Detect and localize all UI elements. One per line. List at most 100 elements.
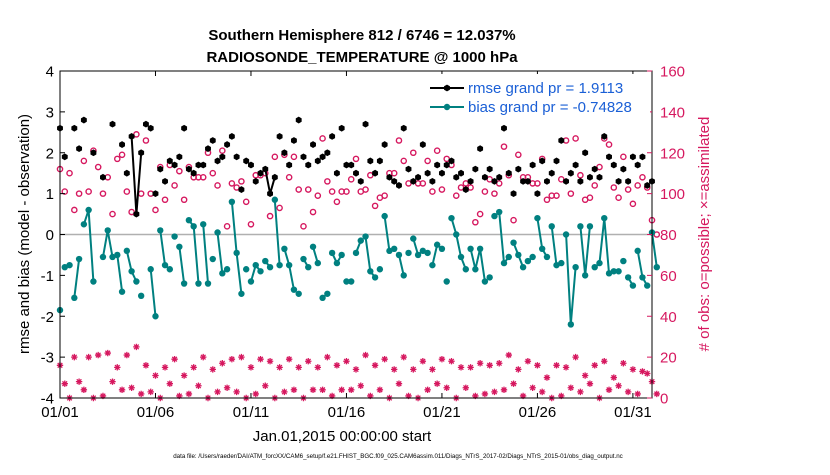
rmse-marker xyxy=(224,141,231,148)
obs-assimilated-marker xyxy=(519,392,527,400)
bias-marker xyxy=(300,255,307,263)
obs-possible-marker xyxy=(276,204,283,212)
rmse-marker xyxy=(61,153,68,161)
rmse-marker xyxy=(644,182,651,189)
rmse-marker xyxy=(290,137,297,144)
rmse-marker xyxy=(138,149,145,157)
obs-possible-marker xyxy=(71,206,78,214)
obs-possible-marker xyxy=(557,176,565,183)
rmse-marker xyxy=(539,157,546,165)
obs-possible-marker xyxy=(128,208,135,216)
legend-swatch-marker xyxy=(444,84,450,92)
obs-assimilated-marker xyxy=(223,384,231,391)
bias-marker xyxy=(309,243,317,250)
legend-label-rmse: rmse grand pr = 1.9113 xyxy=(468,80,623,97)
obs-assimilated-marker xyxy=(620,360,627,367)
rmse-marker xyxy=(510,190,517,198)
rmse-marker xyxy=(267,190,274,198)
rmse-marker xyxy=(181,124,188,132)
obs-assimilated-marker xyxy=(433,380,441,387)
rmse-marker xyxy=(548,169,555,177)
x-tick-label: 01/26 xyxy=(519,404,557,421)
rmse-marker xyxy=(419,141,426,148)
obs-assimilated-marker xyxy=(562,364,570,371)
obs-possible-marker xyxy=(419,180,427,187)
bias-marker xyxy=(262,257,269,265)
obs-possible-marker xyxy=(247,220,255,228)
obs-possible-marker xyxy=(409,149,417,157)
bias-marker xyxy=(247,278,255,285)
rmse-marker xyxy=(534,190,541,198)
obs-possible-marker xyxy=(118,151,126,159)
rmse-marker xyxy=(610,161,617,169)
bias-marker xyxy=(496,208,503,216)
obs-possible-marker xyxy=(333,198,341,206)
obs-possible-marker xyxy=(433,147,441,155)
rmse-marker xyxy=(396,182,402,189)
bias-marker xyxy=(90,278,97,285)
bias-marker xyxy=(157,227,164,234)
y-tick-label-left: 0 xyxy=(46,227,54,244)
obs-possible-marker xyxy=(347,176,355,183)
rmse-marker xyxy=(386,173,393,181)
rmse-marker xyxy=(162,177,168,185)
rmse-marker xyxy=(147,124,154,132)
obs-possible-marker xyxy=(572,135,579,142)
rmse-marker xyxy=(257,169,264,177)
bias-marker xyxy=(185,216,193,224)
obs-possible-marker xyxy=(304,186,312,193)
rmse-marker xyxy=(209,137,216,144)
bias-marker xyxy=(276,261,283,269)
rmse-marker xyxy=(76,145,83,153)
y-tick-label-left: -2 xyxy=(41,309,54,326)
legend-label-bias: bias grand pr = -0.74828 xyxy=(468,99,632,116)
obs-possible-marker xyxy=(495,180,503,187)
rmse-marker xyxy=(601,133,608,140)
rmse-marker xyxy=(252,177,259,185)
rmse-marker xyxy=(629,153,636,161)
obs-assimilated-marker xyxy=(228,355,236,363)
obs-assimilated-marker xyxy=(515,366,522,373)
rmse-marker xyxy=(305,161,312,169)
obs-assimilated-marker xyxy=(500,386,508,394)
obs-possible-marker xyxy=(476,210,484,218)
bias-marker xyxy=(424,249,431,257)
bias-marker xyxy=(118,288,126,295)
bias-line xyxy=(651,232,658,268)
rmse-marker xyxy=(243,157,250,165)
obs-assimilated-marker xyxy=(644,370,651,377)
obs-assimilated-marker xyxy=(200,353,207,361)
obs-assimilated-marker xyxy=(94,351,102,359)
y-tick-label-right: 20 xyxy=(660,350,677,367)
obs-possible-marker xyxy=(362,186,369,193)
obs-possible-marker xyxy=(629,200,637,208)
obs-assimilated-marker xyxy=(448,358,455,365)
bias-marker xyxy=(457,253,465,261)
obs-assimilated-marker xyxy=(581,372,589,379)
bias-marker xyxy=(200,221,207,228)
bias-line xyxy=(579,226,591,276)
obs-possible-marker xyxy=(300,223,307,230)
obs-possible-marker xyxy=(586,194,594,202)
obs-assimilated-marker xyxy=(538,388,546,396)
rmse-marker xyxy=(501,124,507,132)
obs-possible-marker xyxy=(534,180,541,187)
bias-marker xyxy=(467,245,474,253)
bias-line xyxy=(116,254,124,292)
rmse-marker xyxy=(195,161,202,169)
rmse-marker xyxy=(529,161,536,169)
obs-assimilated-marker xyxy=(591,362,598,369)
bias-marker xyxy=(543,253,551,261)
bias-marker xyxy=(644,282,651,289)
x-tick-label: 01/06 xyxy=(137,404,175,421)
obs-assimilated-marker xyxy=(357,382,364,389)
bias-marker xyxy=(228,198,236,205)
obs-assimilated-marker xyxy=(624,388,632,396)
bias-marker xyxy=(362,233,369,240)
bias-marker xyxy=(548,223,555,230)
bias-marker xyxy=(128,268,135,275)
bias-marker xyxy=(195,280,202,287)
bias-marker xyxy=(405,249,412,257)
bias-marker xyxy=(80,221,88,228)
obs-possible-marker xyxy=(314,192,322,199)
